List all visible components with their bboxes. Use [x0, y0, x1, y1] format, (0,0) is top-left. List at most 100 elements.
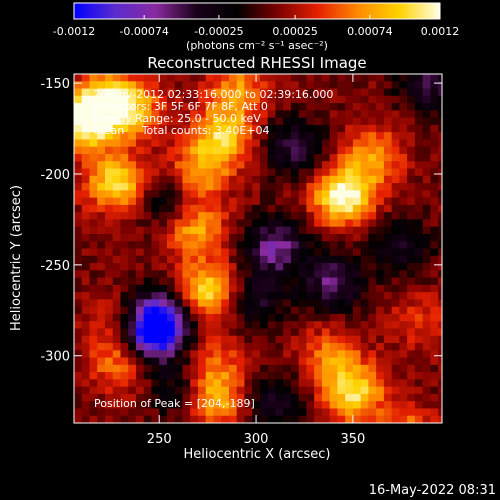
heatmap-cell — [205, 379, 215, 388]
heatmap-cell — [205, 393, 215, 402]
heatmap-cell — [290, 263, 300, 271]
heatmap-cell — [135, 74, 145, 82]
heatmap-cell — [414, 139, 424, 148]
heatmap-cell — [81, 270, 91, 279]
heatmap-cell — [438, 284, 442, 293]
heatmap-cell — [383, 343, 393, 351]
heatmap-cell — [407, 175, 416, 184]
heatmap-cell — [391, 153, 400, 162]
heatmap-cell — [81, 313, 91, 322]
heatmap-cell — [283, 88, 292, 97]
heatmap-cell — [306, 117, 315, 126]
heatmap-cell — [259, 306, 269, 315]
heatmap-cell — [352, 124, 362, 133]
annotation-time-range: 26-Nov-2012 02:33:16.000 to 02:39:16.000 — [93, 88, 333, 101]
heatmap-cell — [228, 386, 238, 395]
heatmap-cell — [89, 277, 98, 286]
heatmap-cell — [337, 219, 346, 228]
heatmap-cell — [414, 292, 424, 300]
heatmap-cell — [368, 328, 377, 337]
heatmap-cell — [298, 284, 308, 293]
heatmap-cell — [104, 357, 114, 366]
heatmap-cell — [321, 190, 331, 199]
heatmap-cell — [166, 277, 176, 286]
heatmap-cell — [290, 183, 300, 191]
heatmap-cell — [391, 415, 400, 423]
heatmap-cell — [391, 190, 400, 199]
heatmap-cell — [430, 401, 439, 410]
heatmap-cell — [74, 117, 83, 126]
heatmap-cell — [190, 204, 199, 213]
heatmap-cell — [314, 95, 323, 104]
heatmap-cell — [197, 270, 207, 279]
heatmap-cell — [290, 379, 300, 388]
heatmap-cell — [236, 393, 246, 402]
heatmap-cell — [197, 241, 207, 250]
heatmap-cell — [81, 343, 91, 351]
heatmap-cell — [228, 183, 238, 191]
heatmap-cell — [213, 95, 222, 104]
heatmap-cell — [221, 226, 230, 235]
heatmap-cell — [337, 81, 346, 90]
heatmap-cell — [143, 124, 153, 133]
heatmap-cell — [89, 175, 98, 184]
heatmap-cell — [182, 263, 191, 271]
heatmap-cell — [221, 393, 230, 402]
heatmap-cell — [383, 95, 393, 104]
heatmap-cell — [438, 335, 442, 344]
heatmap-cell — [438, 321, 442, 330]
heatmap-cell — [74, 357, 83, 366]
heatmap-cell — [97, 350, 106, 359]
heatmap-cell — [306, 168, 315, 177]
heatmap-cell — [259, 88, 269, 97]
heatmap-cell — [151, 183, 160, 191]
heatmap-cell — [321, 197, 331, 206]
heatmap-cell — [159, 364, 168, 373]
heatmap-cell — [112, 379, 122, 388]
heatmap-cell — [128, 292, 137, 300]
heatmap-cell — [205, 263, 215, 271]
heatmap-cell — [298, 168, 308, 177]
heatmap-cell — [352, 335, 362, 344]
heatmap-cell — [360, 386, 369, 395]
heatmap-cell — [352, 241, 362, 250]
heatmap-cell — [120, 204, 129, 213]
heatmap-cell — [368, 372, 377, 380]
heatmap-cell — [74, 255, 83, 264]
heatmap-cell — [337, 313, 346, 322]
heatmap-cell — [391, 175, 400, 184]
heatmap-cell — [345, 190, 354, 199]
heatmap-cell — [135, 328, 145, 337]
heatmap-cell — [337, 364, 346, 373]
heatmap-cell — [228, 153, 238, 162]
heatmap-cell — [376, 204, 385, 213]
heatmap-cell — [321, 204, 331, 213]
heatmap-cell — [422, 328, 431, 337]
heatmap-cell — [81, 335, 91, 344]
heatmap-cell — [430, 343, 439, 351]
heatmap-cell — [128, 95, 137, 104]
heatmap-cell — [337, 270, 346, 279]
heatmap-cell — [352, 306, 362, 315]
heatmap-cell — [298, 299, 308, 308]
heatmap-cell — [368, 204, 377, 213]
heatmap-cell — [205, 146, 215, 155]
heatmap-cell — [74, 161, 83, 170]
heatmap-cell — [337, 255, 346, 264]
heatmap-cell — [306, 408, 315, 417]
heatmap-cell — [283, 241, 292, 250]
heatmap-cell — [360, 168, 369, 177]
heatmap-cell — [352, 393, 362, 402]
heatmap-cell — [205, 153, 215, 162]
heatmap-cell — [252, 197, 261, 206]
heatmap-cell — [259, 161, 269, 170]
heatmap-cell — [391, 401, 400, 410]
heatmap-cell — [352, 248, 362, 257]
heatmap-cell — [290, 364, 300, 373]
heatmap-cell — [399, 313, 408, 322]
heatmap-cell — [430, 146, 439, 155]
heatmap-cell — [221, 306, 230, 315]
heatmap-cell — [376, 393, 385, 402]
heatmap-cell — [221, 132, 230, 141]
heatmap-cell — [143, 284, 153, 293]
